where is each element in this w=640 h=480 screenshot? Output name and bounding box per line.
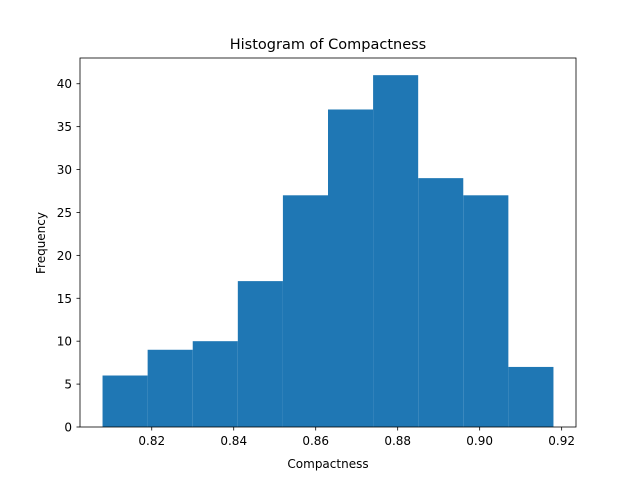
histogram-bar	[237, 281, 283, 427]
y-tick-label: 10	[57, 335, 72, 349]
histogram-bar	[418, 178, 464, 427]
y-tick-label: 40	[57, 77, 72, 91]
y-tick-label: 25	[57, 206, 72, 220]
y-tick-label: 5	[64, 378, 72, 392]
x-axis-label: Compactness	[287, 457, 368, 471]
histogram-bar	[373, 75, 419, 428]
bars-group	[102, 75, 554, 428]
histogram-bar	[192, 341, 238, 427]
x-tick-label: 0.82	[138, 434, 165, 448]
x-tick-label: 0.86	[302, 434, 329, 448]
y-tick-label: 35	[57, 120, 72, 134]
y-axis-label: Frequency	[34, 212, 48, 274]
x-tick-label: 0.84	[220, 434, 247, 448]
histogram-bar	[282, 195, 328, 427]
histogram-bar	[328, 109, 374, 427]
x-tick-label: 0.88	[384, 434, 411, 448]
histogram-bar	[102, 375, 148, 427]
x-tick-label: 0.92	[548, 434, 575, 448]
histogram-bar	[147, 349, 193, 427]
y-tick-label: 0	[64, 421, 72, 435]
axes-border	[79, 57, 577, 428]
y-axis-ticks: 0 5 10 15 20 25 30 35 40	[57, 77, 80, 435]
chart-title: Histogram of Compactness	[230, 37, 427, 53]
y-tick-label: 15	[57, 292, 72, 306]
histogram-bar	[463, 195, 509, 427]
axes-frame	[79, 57, 577, 428]
y-tick-label: 20	[57, 249, 72, 263]
x-axis-ticks: 0.82 0.84 0.86 0.88 0.90 0.92	[138, 427, 575, 448]
histogram-bar	[508, 366, 554, 427]
y-tick-label: 30	[57, 163, 72, 177]
x-tick-label: 0.90	[466, 434, 493, 448]
